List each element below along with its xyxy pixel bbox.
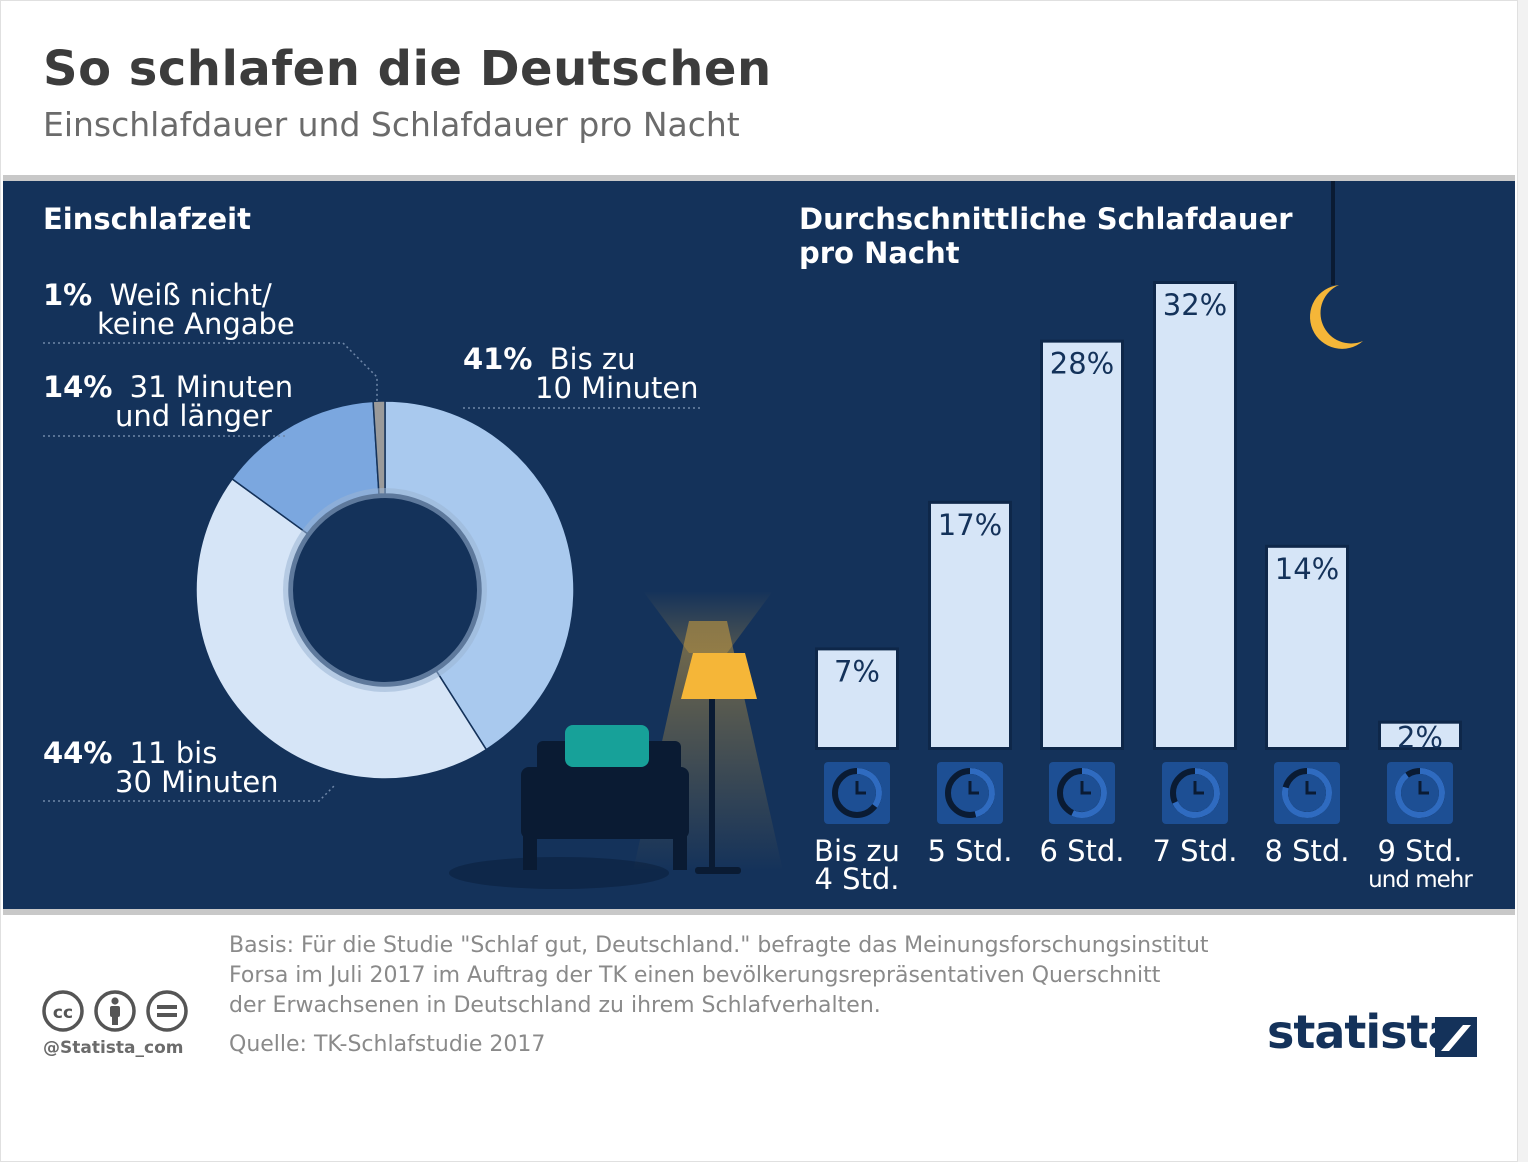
slice-1-pct: 1% — [43, 278, 92, 312]
bar-value-label: 32% — [1163, 288, 1227, 322]
clock-hands — [1080, 781, 1091, 795]
bar-2 — [931, 503, 1009, 747]
statista-logo-text[interactable]: statista — [1267, 1005, 1459, 1059]
category-label: 6 Std. — [1039, 834, 1124, 868]
donut-inner-ring — [283, 488, 487, 692]
moon-illustration — [1309, 181, 1363, 349]
social-handle: @Statista_com — [43, 1038, 184, 1058]
slice-41-line1: Bis zu — [550, 342, 636, 376]
basis-line-2: Forsa im Juli 2017 im Auftrag der TK ein… — [229, 963, 1161, 988]
donut-chart — [195, 400, 575, 780]
category-label: 8 Std. — [1264, 834, 1349, 868]
no-derivatives-icon — [146, 990, 188, 1032]
bar-1 — [818, 650, 896, 747]
category-label: 5 Std. — [927, 834, 1012, 868]
slice-41-pct: 41% — [463, 342, 532, 376]
donut-label-14: 14% 31 Minuten und länger — [43, 370, 293, 437]
category-label-line2: und mehr — [1368, 867, 1473, 893]
slice-14-line1: 31 Minuten — [130, 370, 294, 404]
page-title: So schlafen die Deutschen — [43, 41, 772, 97]
clock-arc — [969, 768, 995, 818]
bar-value-label: 28% — [1050, 347, 1114, 381]
svg-text:cc: cc — [53, 1003, 73, 1023]
bed-pillow — [565, 725, 649, 767]
bar-value-label: 2% — [1397, 721, 1443, 755]
footnote-basis: Basis: Für die Studie "Schlaf gut, Deuts… — [229, 931, 1289, 1021]
by-person-icon — [94, 990, 136, 1032]
lamp-base — [695, 867, 741, 874]
slice-44-line2: 30 Minuten — [115, 765, 279, 799]
svg-text:1% Weiß nicht/: 1% Weiß nicht/ — [43, 278, 272, 312]
bed-leg-left — [523, 836, 537, 870]
slice-41-line2: 10 Minuten — [535, 371, 699, 405]
clock-hands — [1418, 781, 1429, 795]
category-label: Bis zu — [814, 834, 900, 868]
bar-6 — [1381, 723, 1459, 747]
clock-arc — [856, 768, 882, 808]
chart-panel: Einschlafzeit 41% Bis zu 10 Minuten 1% W… — [3, 181, 1515, 909]
clock-arc — [1282, 768, 1332, 818]
category-label-line2: 4 Std. — [814, 862, 899, 896]
basis-line-1: Basis: Für die Studie "Schlaf gut, Deuts… — [229, 933, 1209, 958]
slice-44-pct: 44% — [43, 736, 112, 770]
lamp-shade — [681, 653, 757, 699]
category-label: 7 Std. — [1152, 834, 1237, 868]
statista-logo-icon[interactable] — [1435, 1017, 1477, 1057]
slice-44-line1: 11 bis — [130, 736, 218, 770]
bar-5 — [1268, 547, 1346, 747]
bedroom-illustration — [449, 591, 783, 889]
bar-chart-title-line2: pro Nacht — [799, 236, 960, 270]
slice-1-line1: Weiß nicht/ — [109, 278, 271, 312]
donut-label-1: 1% Weiß nicht/ keine Angabe — [43, 278, 378, 403]
bar-value-label: 17% — [938, 508, 1002, 542]
donut-title: Einschlafzeit — [43, 202, 251, 236]
svg-text:44% 11 bis: 44% 11 bis — [43, 736, 217, 770]
clock-hands — [1305, 781, 1316, 795]
slice-14-pct: 14% — [43, 370, 112, 404]
category-label: 9 Std. — [1377, 834, 1462, 868]
moon-crescent-icon — [1309, 285, 1363, 349]
clock-arc — [1172, 768, 1220, 818]
chart-canvas: Einschlafzeit 41% Bis zu 10 Minuten 1% W… — [43, 181, 1474, 896]
svg-text:41% Bis zu: 41% Bis zu — [463, 342, 636, 376]
lamp-pole — [709, 699, 715, 871]
slice-1-leader — [43, 342, 378, 403]
bar-chart: 7% Bis zu4 Std. 17% 5 Std. 28% 6 Std. 32% 7 Std… — [814, 281, 1474, 896]
bed-leg-right — [673, 836, 687, 870]
cc-icon: cc — [42, 990, 84, 1032]
slice-14-line2: und länger — [115, 399, 272, 433]
bar-chart-title-line1: Durchschnittliche Schlafdauer — [799, 202, 1293, 236]
clock-hands — [855, 781, 866, 795]
lamp-glow — [643, 591, 773, 653]
donut-label-44: 44% 11 bis 30 Minuten — [43, 736, 336, 802]
bed-mattress — [521, 767, 689, 839]
donut-label-41: 41% Bis zu 10 Minuten — [463, 342, 703, 409]
clock-arc — [1071, 768, 1107, 818]
bar-value-label: 7% — [834, 654, 880, 688]
creative-commons-icons: cc — [42, 990, 188, 1032]
slice-1-line2: keine Angabe — [97, 307, 295, 341]
clock-hands — [968, 781, 979, 795]
svg-text:14% 31 Minuten: 14% 31 Minuten — [43, 370, 293, 404]
footer-divider — [3, 909, 1515, 915]
slice-44-leader — [43, 784, 336, 802]
footnote-source: Quelle: TK-Schlafstudie 2017 — [229, 1032, 546, 1057]
header-divider — [3, 175, 1515, 181]
clock-hands — [1193, 781, 1204, 795]
bar-4 — [1156, 284, 1234, 747]
basis-line-3: der Erwachsenen in Deutschland zu ihrem … — [229, 993, 881, 1018]
bar-3 — [1043, 342, 1121, 747]
floor-shadow — [449, 857, 669, 889]
bar-value-label: 14% — [1275, 552, 1339, 586]
clock-arc — [1395, 768, 1445, 818]
donut-slice-44 — [195, 477, 488, 780]
page-subtitle: Einschlafdauer und Schlafdauer pro Nacht — [43, 105, 740, 144]
